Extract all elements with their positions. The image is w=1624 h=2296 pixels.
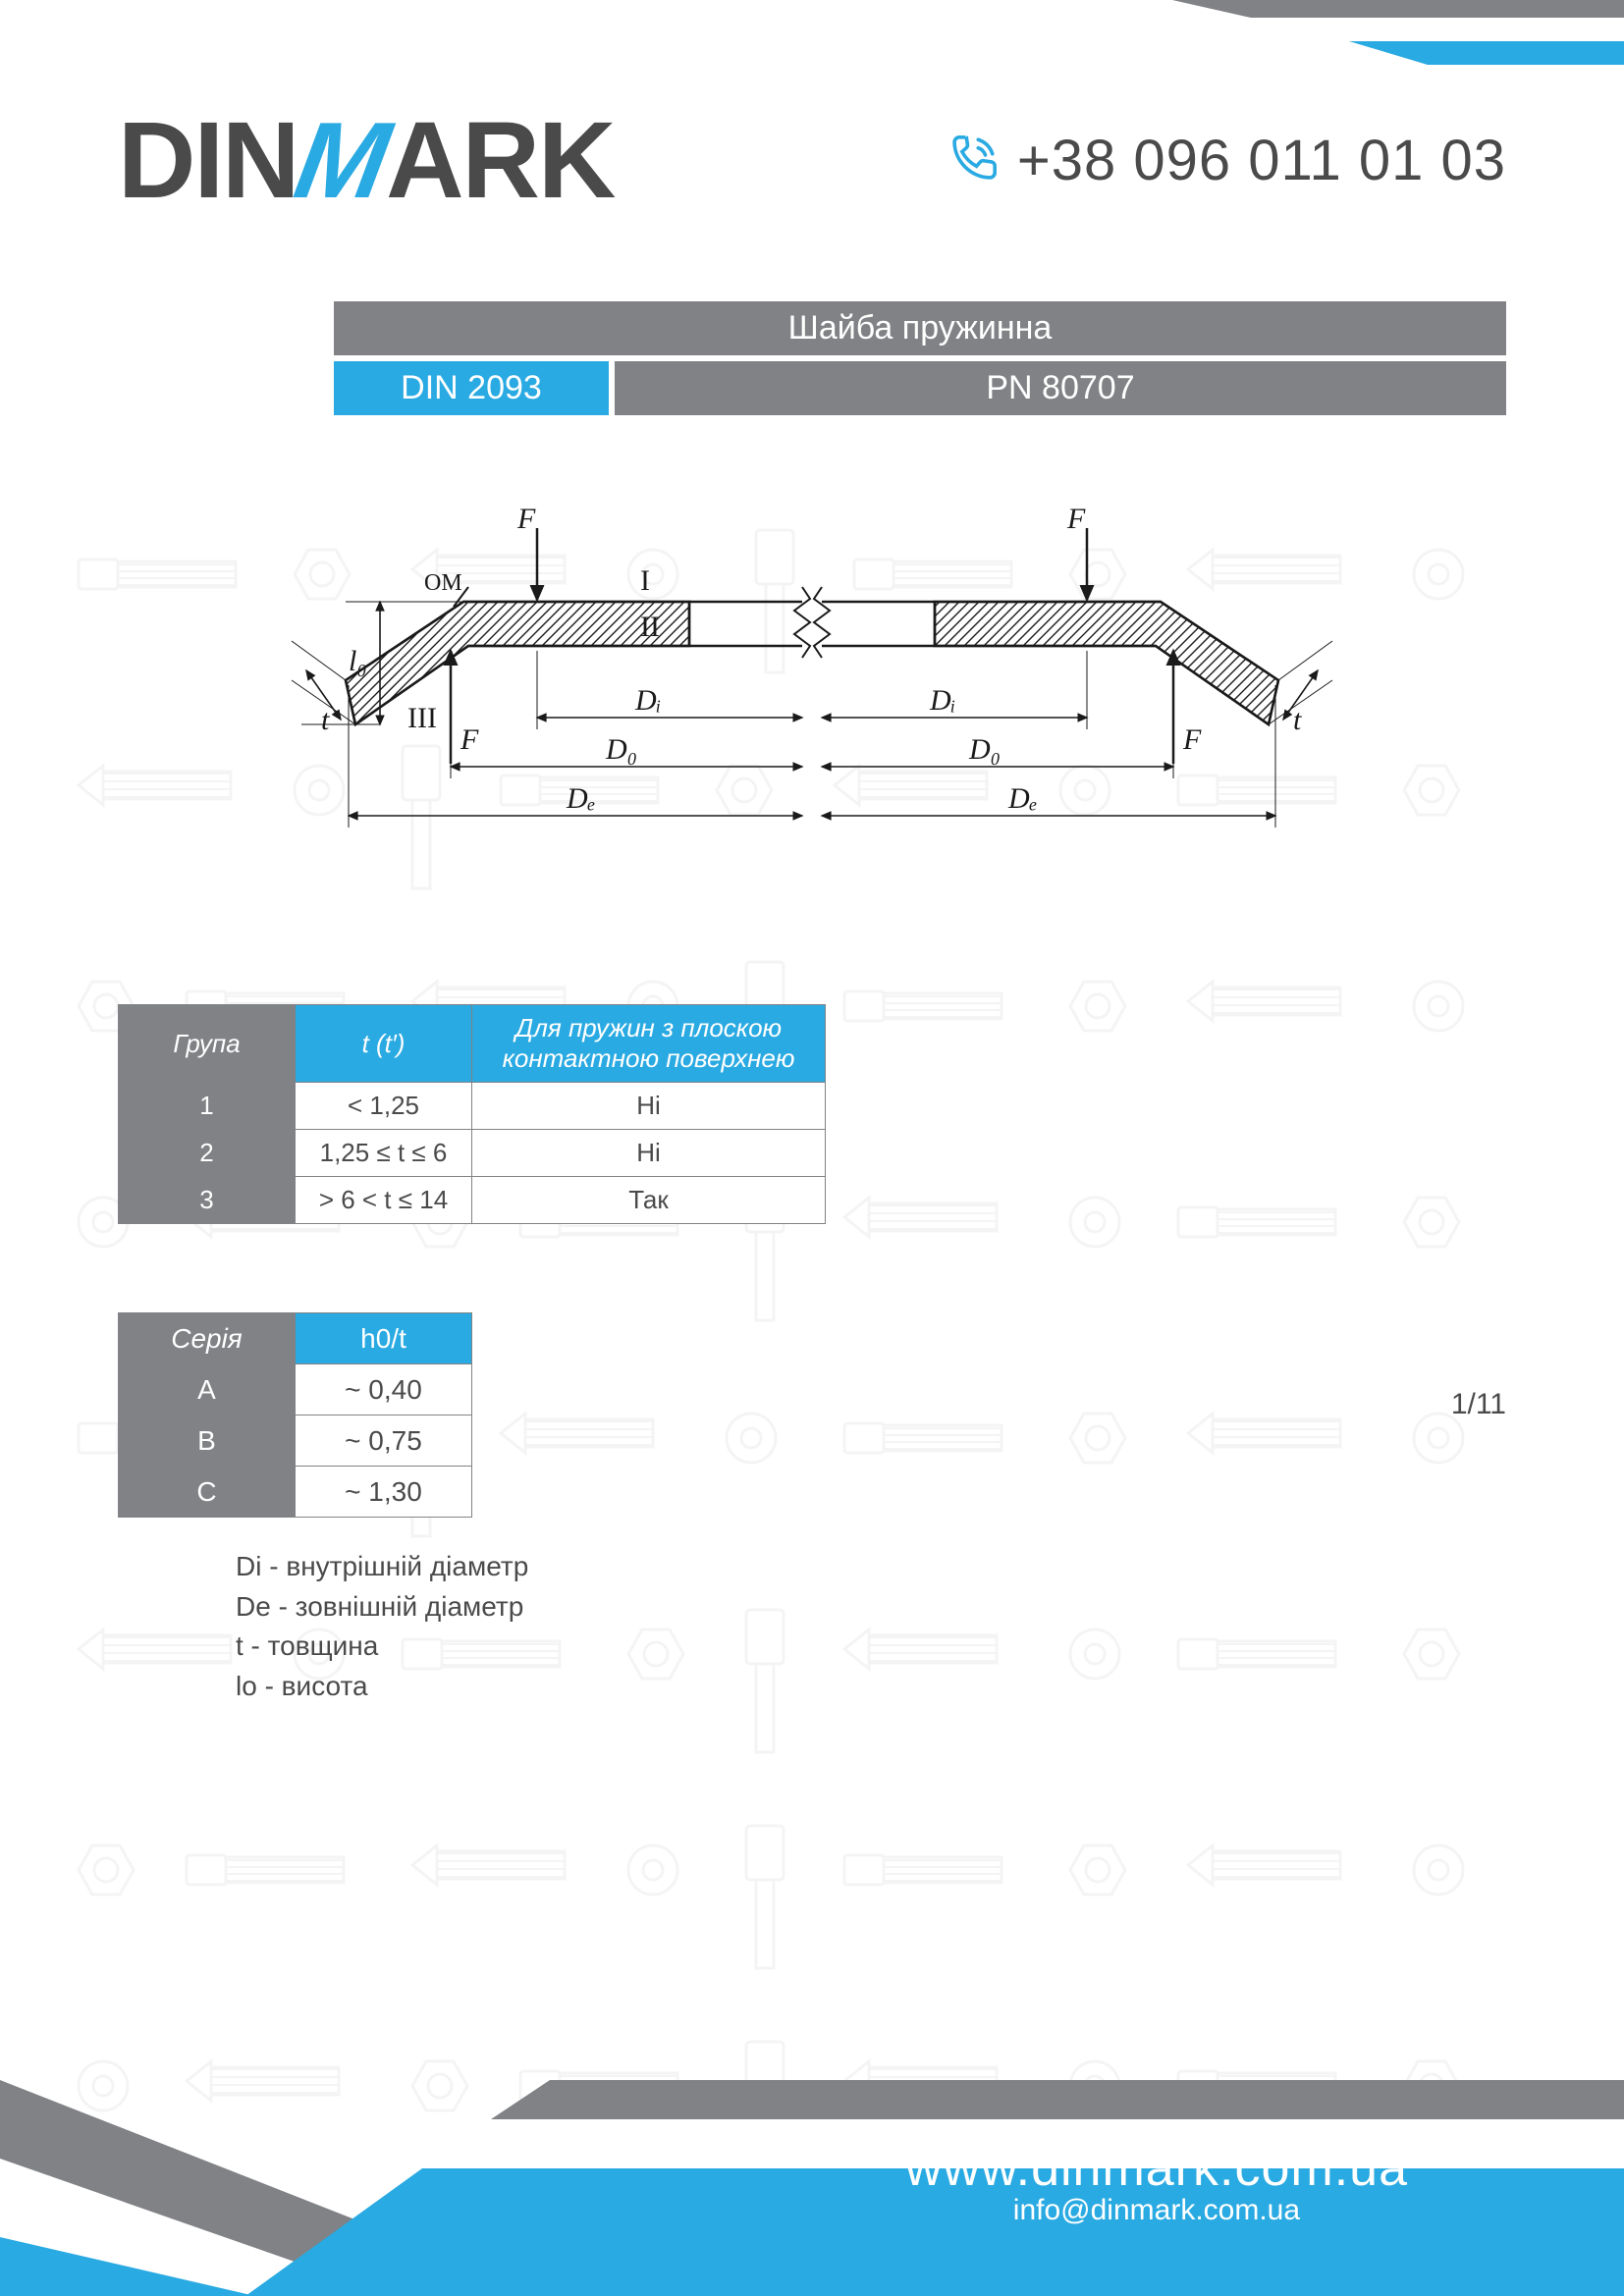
series-table: Серія h0/t A ~ 0,40 B ~ 0,75 C ~ 1,30 — [118, 1312, 472, 1518]
label-d0-r: D₀ — [968, 733, 1001, 766]
t1-r1c1: 1,25 ≤ t ≤ 6 — [296, 1130, 472, 1177]
label-om: OM — [424, 570, 462, 596]
label-de-l: Dₑ — [566, 782, 596, 815]
label-d0-l: D₀ — [605, 733, 637, 766]
logo: DINMARK — [118, 98, 614, 223]
t1-r1c0: 2 — [119, 1130, 296, 1177]
t2-r1c0: B — [119, 1415, 296, 1467]
t1-r1c2: Ні — [472, 1130, 826, 1177]
phone-icon — [943, 133, 1000, 189]
table-row: 2 1,25 ≤ t ≤ 6 Ні — [119, 1130, 826, 1177]
group-table: Група t (t′) Для пружин з плоскою контак… — [118, 1004, 826, 1224]
phone: +38 096 011 01 03 — [943, 128, 1506, 193]
pn-label: PN 80707 — [615, 361, 1506, 415]
t1-header-2: Для пружин з плоскою контактною поверхне… — [472, 1005, 826, 1083]
t1-r0c2: Ні — [472, 1083, 826, 1130]
legend-line: Di - внутрішній діаметр — [236, 1547, 1624, 1587]
label-III: III — [407, 702, 437, 734]
label-t-r: t — [1293, 704, 1302, 736]
t1-header-1: t (t′) — [296, 1005, 472, 1083]
table-row: C ~ 1,30 — [119, 1467, 472, 1518]
t2-header-0: Серія — [119, 1313, 296, 1364]
label-de-r: Dₑ — [1007, 782, 1038, 815]
label-f-br: F — [1182, 723, 1202, 756]
table-row: 3 > 6 < t ≤ 14 Так — [119, 1177, 826, 1224]
logo-text-pre: DIN — [118, 98, 298, 223]
t2-r2c1: ~ 1,30 — [296, 1467, 472, 1518]
t2-header-1: h0/t — [296, 1313, 472, 1364]
logo-text-accent: M — [287, 98, 397, 223]
label-l0: l₀ — [349, 645, 367, 677]
table-row: A ~ 0,40 — [119, 1364, 472, 1415]
t1-r0c0: 1 — [119, 1083, 296, 1130]
t2-r0c0: A — [119, 1364, 296, 1415]
t1-r2c1: > 6 < t ≤ 14 — [296, 1177, 472, 1224]
t2-r1c1: ~ 0,75 — [296, 1415, 472, 1467]
label-t-l: t — [321, 704, 330, 736]
t2-r0c1: ~ 0,40 — [296, 1364, 472, 1415]
label-f-bl: F — [460, 723, 479, 756]
footer-text: www.dinmark.com.ua info@dinmark.com.ua — [905, 2139, 1408, 2227]
table-row: 1 < 1,25 Ні — [119, 1083, 826, 1130]
legend: Di - внутрішній діаметр De - зовнішній д… — [236, 1547, 1624, 1706]
t2-r2c0: C — [119, 1467, 296, 1518]
page-number: 1/11 — [1451, 1388, 1506, 1421]
footer-email: info@dinmark.com.ua — [905, 2194, 1408, 2227]
footer-url: www.dinmark.com.ua — [905, 2139, 1408, 2198]
label-di-r: Dᵢ — [929, 684, 955, 717]
legend-line: De - зовнішній діаметр — [236, 1587, 1624, 1628]
din-label: DIN 2093 — [334, 361, 609, 415]
t1-r2c0: 3 — [119, 1177, 296, 1224]
label-f-tr: F — [1066, 503, 1086, 535]
legend-line: lo - висота — [236, 1667, 1624, 1707]
label-f-tl: F — [516, 503, 536, 535]
logo-text-post: ARK — [386, 98, 614, 223]
t1-r2c2: Так — [472, 1177, 826, 1224]
legend-line: t - товщина — [236, 1627, 1624, 1667]
label-di-l: Dᵢ — [634, 684, 661, 717]
title-bar: Шайба пружинна — [334, 301, 1506, 355]
t1-header-0: Група — [119, 1005, 296, 1083]
phone-number: +38 096 011 01 03 — [1017, 128, 1506, 193]
t1-r0c1: < 1,25 — [296, 1083, 472, 1130]
label-I: I — [640, 564, 650, 597]
technical-diagram: OM F I II III F Dᵢ — [174, 474, 1450, 886]
label-II: II — [640, 611, 660, 643]
table-row: B ~ 0,75 — [119, 1415, 472, 1467]
